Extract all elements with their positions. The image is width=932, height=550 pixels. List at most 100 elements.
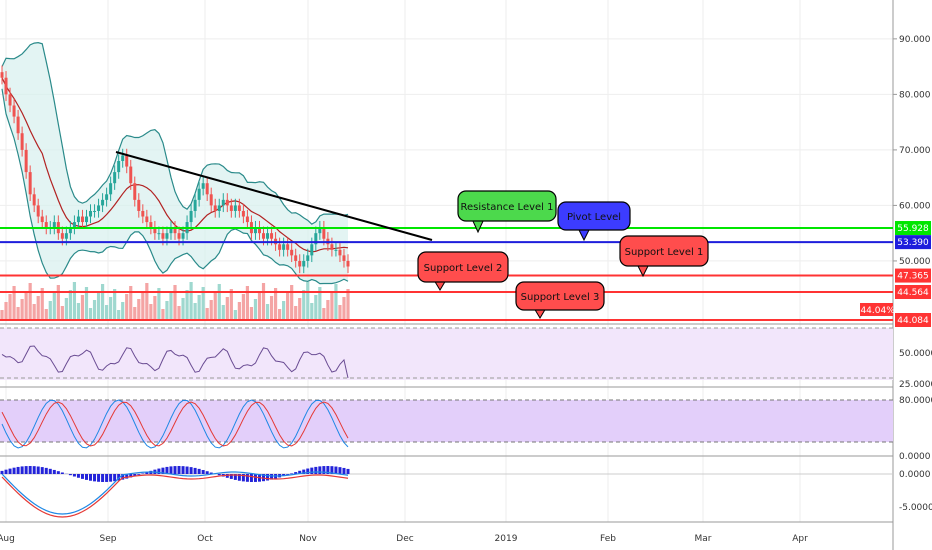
candle-body	[84, 216, 88, 223]
macd-histogram-bar	[145, 472, 149, 474]
stochastic-tick-label: 0.0000	[899, 452, 931, 462]
macd-histogram-bar	[89, 474, 93, 481]
macd-line	[1, 471, 349, 515]
volume-bar	[318, 287, 322, 320]
volume-bar	[334, 284, 338, 320]
volume-bar	[286, 293, 290, 320]
level-badge-support-1	[895, 268, 931, 283]
volume-bar	[32, 304, 36, 320]
candle-body	[330, 244, 334, 250]
callout-bubble	[417, 251, 509, 283]
rsi-band	[0, 328, 893, 380]
candle-body	[209, 194, 213, 206]
volume-bar	[105, 305, 109, 320]
candle-body	[233, 205, 237, 211]
macd-histogram-bar	[20, 466, 24, 474]
volume-bar	[84, 287, 89, 320]
candle-body	[64, 233, 68, 239]
volume-bar	[52, 293, 56, 320]
macd-histogram-bar	[28, 466, 32, 474]
macd-histogram-bar	[205, 471, 209, 474]
macd-histogram-bar	[262, 474, 266, 482]
volume-bar	[290, 285, 294, 320]
candle-body	[266, 233, 270, 239]
candle-body	[28, 172, 32, 195]
volume-bar	[306, 282, 310, 320]
volume-bar	[249, 307, 254, 320]
callout-pivot-level: Pivot Level	[557, 201, 631, 242]
macd-histogram-bar	[56, 471, 60, 474]
candle-body	[286, 244, 290, 250]
volume-bar	[4, 302, 8, 320]
volume-bar	[273, 288, 278, 320]
price-tick-label: 80.000	[899, 90, 931, 100]
volume-bar	[161, 309, 165, 320]
time-tick-label: Oct	[197, 534, 213, 544]
macd-histogram-bar	[233, 474, 237, 480]
level-value-resistance: 55.928	[897, 224, 929, 234]
volume-bar	[209, 300, 213, 320]
macd-histogram-bar	[229, 474, 233, 479]
macd-histogram-bar	[266, 474, 270, 481]
callout-resistance-level-1: Resistance Level 1	[457, 190, 557, 234]
macd-histogram-bar	[294, 472, 298, 474]
macd-histogram-bar	[76, 474, 80, 478]
candle-body	[109, 183, 113, 195]
candle-body	[177, 233, 181, 239]
macd-histogram-bar	[290, 473, 294, 474]
macd-histogram-bar	[113, 474, 117, 482]
candle-body	[60, 233, 64, 239]
time-tick-label: 2019	[495, 534, 518, 544]
macd-histogram-bar	[141, 473, 145, 474]
candle-body	[278, 244, 282, 250]
candle-body	[161, 233, 165, 239]
level-badge-resistance	[895, 221, 931, 236]
macd-histogram-bar	[117, 474, 121, 481]
candle-body	[270, 233, 274, 239]
macd-histogram-bar	[330, 466, 334, 474]
macd-histogram-bar	[298, 470, 302, 474]
volume-bar	[237, 302, 241, 320]
candle-body	[149, 222, 153, 228]
stochastic-band	[0, 400, 893, 442]
candle-body	[153, 227, 157, 234]
macd-tick-label: -5.0000	[899, 503, 932, 513]
candle-body	[113, 172, 117, 184]
candle-body	[237, 205, 241, 211]
level-value-support-1: 47.365	[897, 272, 929, 282]
macd-histogram-bar	[121, 474, 125, 480]
volume-bar	[88, 308, 93, 320]
macd-histogram-bar	[36, 466, 40, 474]
volume-bar	[181, 298, 185, 320]
candle-body	[72, 222, 76, 228]
volume-bar	[109, 297, 113, 320]
callout-bubble	[457, 190, 557, 222]
price-tick-label: 70.000	[899, 146, 931, 156]
volume-bar	[217, 284, 221, 320]
macd-histogram-bar	[185, 466, 189, 474]
candle-body	[76, 216, 80, 223]
macd-histogram-bar	[60, 472, 64, 474]
candle-body	[302, 260, 306, 267]
macd-histogram-bar	[318, 466, 322, 474]
volume-bar	[157, 288, 161, 320]
volume-bar	[121, 302, 125, 320]
callout-bubble	[619, 235, 709, 267]
candle-body	[105, 194, 109, 200]
volume-bar	[92, 300, 97, 320]
macd-histogram-bar	[306, 468, 310, 474]
candle-body	[141, 210, 145, 217]
macd-histogram-bar	[84, 474, 88, 480]
volume-bar	[201, 287, 205, 320]
candle-body	[221, 199, 225, 206]
candle-body	[322, 227, 326, 239]
volume-bar	[294, 306, 298, 320]
candle-body	[20, 133, 24, 150]
candle-body	[16, 116, 20, 134]
callout-label: Pivot Level	[567, 212, 621, 223]
macd-histogram-bar	[282, 474, 286, 477]
volume-bar	[278, 309, 282, 320]
price-tick-label: 50.000	[899, 257, 931, 267]
stochastic-k-line	[1, 399, 349, 449]
